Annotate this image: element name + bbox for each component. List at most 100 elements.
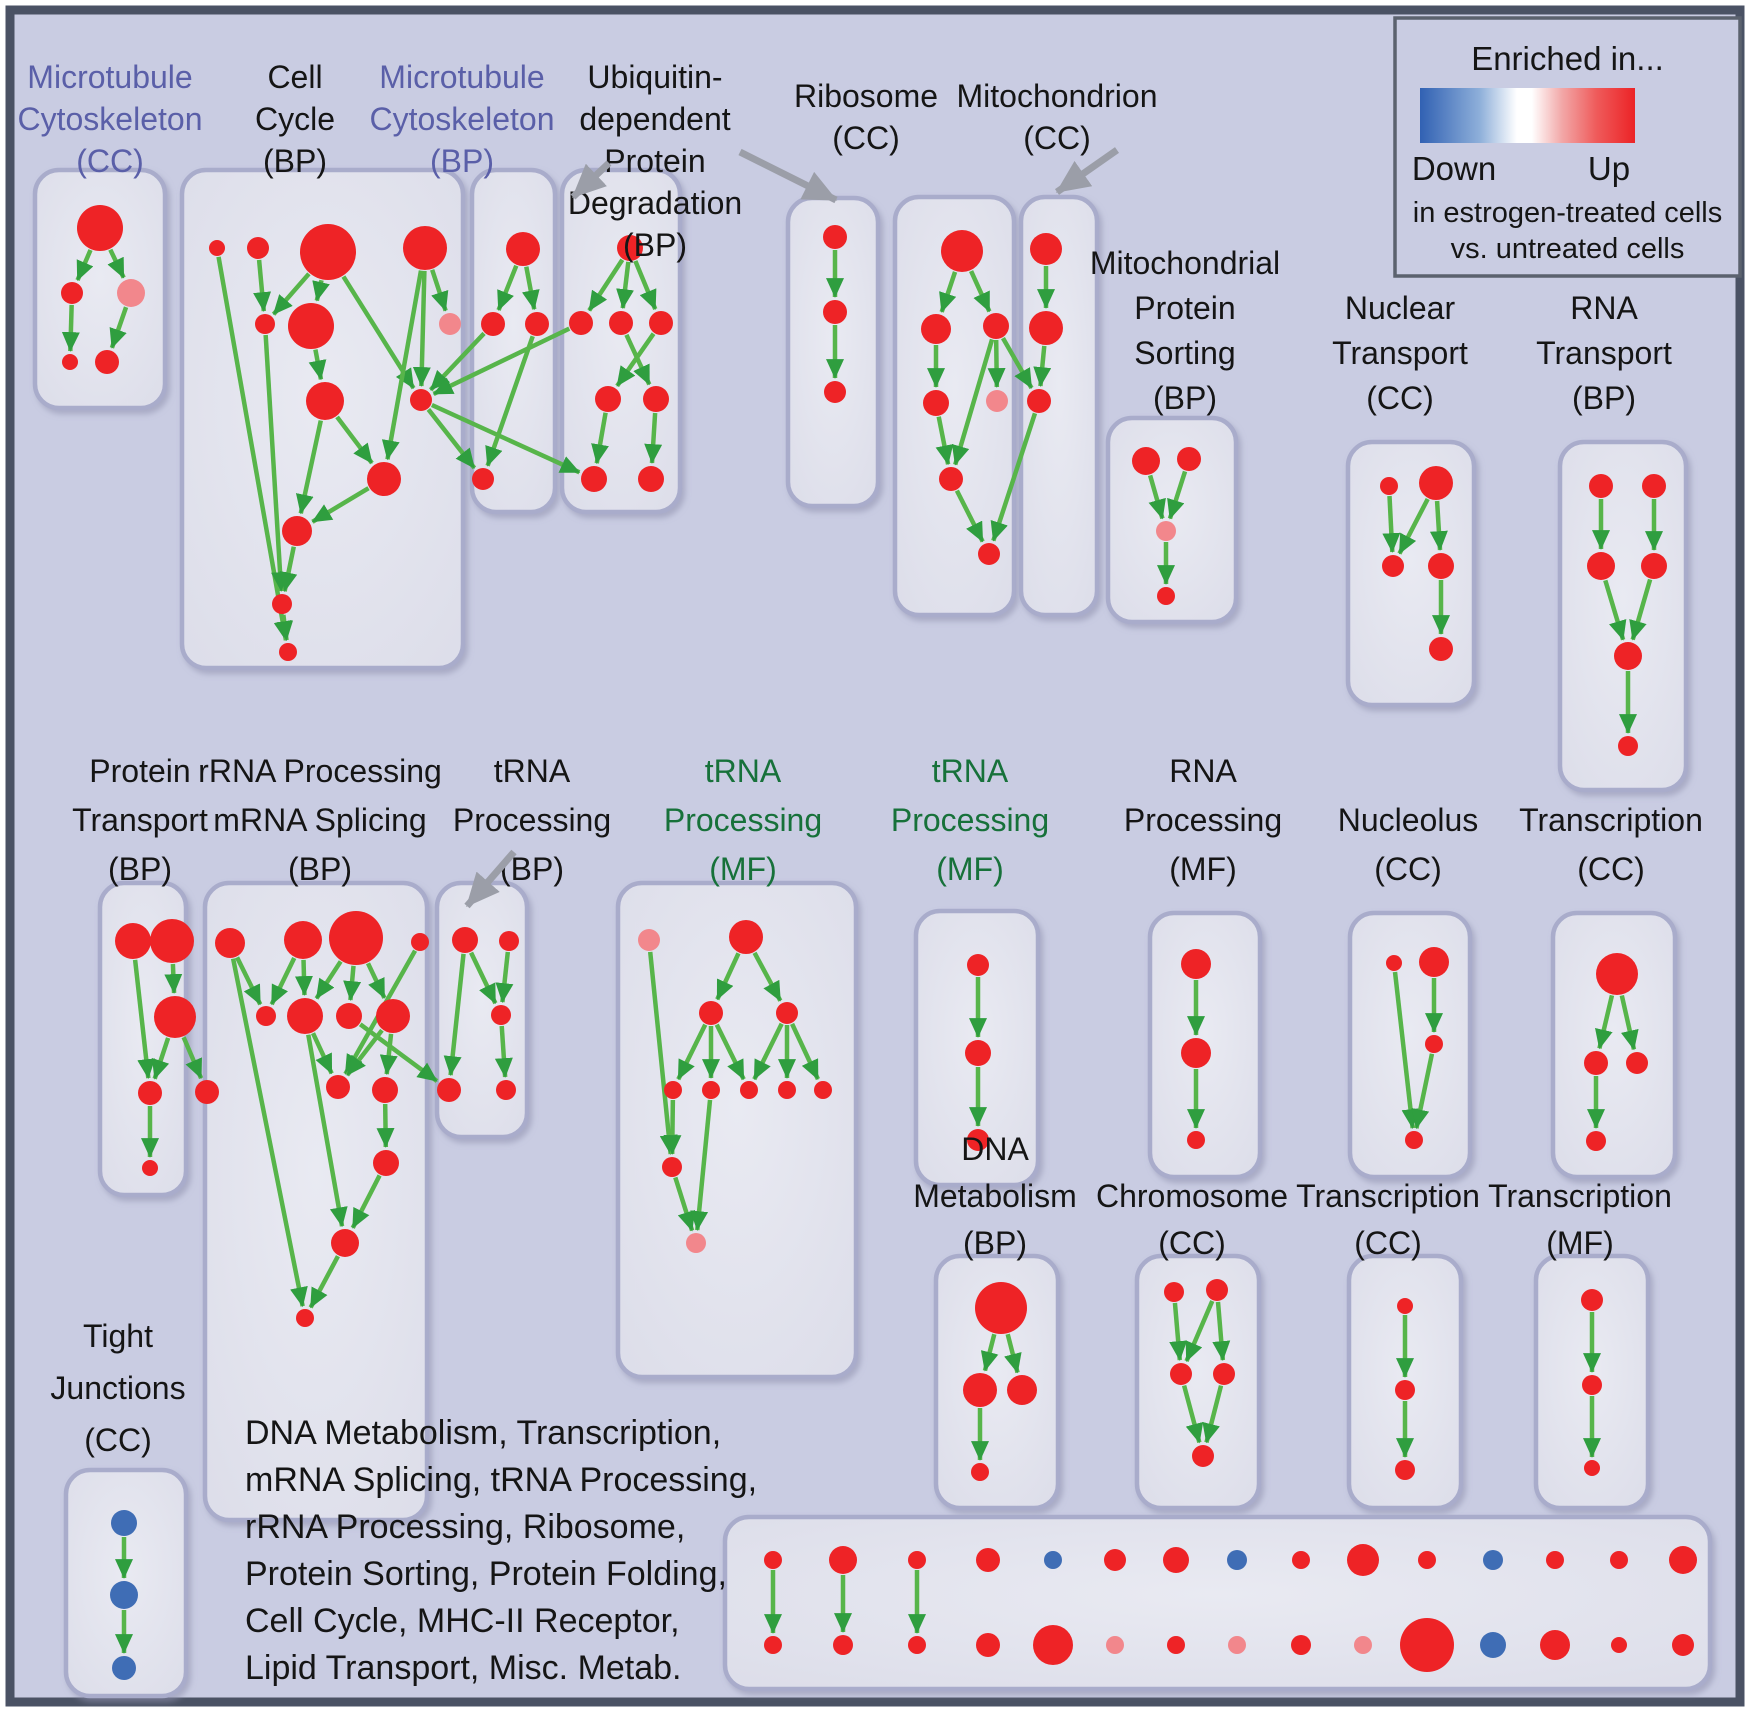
cluster-label-dna-metabolism-bp: DNA Metabolism (BP) <box>913 1131 1077 1261</box>
go-node-c3-red <box>525 312 549 336</box>
go-node-k2-red <box>150 919 194 963</box>
gray-pointer-arrow-1 <box>570 160 612 200</box>
go-node-v3-red <box>1584 1460 1600 1476</box>
go-node-t5-red <box>1192 1445 1214 1467</box>
edge-f1-f3 <box>969 270 992 313</box>
cluster-box-ubiquitin-1 <box>559 167 683 515</box>
edge-f6-f7 <box>954 489 985 543</box>
go-node-xt15-red <box>1669 1546 1697 1574</box>
go-node-m2-red <box>499 931 519 951</box>
go-node-i3-red <box>1382 555 1404 577</box>
edge-t3-t5 <box>1181 1385 1204 1444</box>
legend-title: Enriched in... <box>1471 40 1664 77</box>
edge-t4-t5 <box>1202 1385 1224 1444</box>
edge-q3-q4 <box>1411 1053 1435 1130</box>
go-node-b7-pink <box>439 313 461 335</box>
go-node-k5-red <box>142 1160 158 1176</box>
edge-m1-m4 <box>443 953 466 1076</box>
go-node-l9-red <box>326 1075 350 1099</box>
go-node-f4-red <box>923 390 949 416</box>
go-node-j2-red <box>1642 474 1666 498</box>
edge-t2-t4 <box>1212 1301 1231 1361</box>
go-node-v2-red <box>1582 1375 1602 1395</box>
cluster-label-trna-processing-mf-1: tRNA Processing (MF) <box>664 753 822 887</box>
cluster-label-transcription-cc-bottom: Transcription (CC) <box>1296 1178 1480 1261</box>
go-node-n3-red <box>699 1001 723 1025</box>
edge-b4-b7 <box>430 269 449 312</box>
edge-b8-b10 <box>335 415 374 465</box>
go-node-f3-red <box>983 313 1009 339</box>
go-node-d7-red <box>581 466 607 492</box>
go-node-n1-pink <box>638 929 660 951</box>
go-node-xt3-red <box>908 1551 926 1569</box>
go-node-xb15-red <box>1672 1634 1694 1656</box>
go-node-xb9-red <box>1291 1635 1311 1655</box>
go-term-nodes <box>61 205 1697 1680</box>
cluster-box-trna-mf-big <box>615 880 859 1380</box>
go-node-n8-red <box>778 1081 796 1099</box>
edge-j4-j5 <box>1629 578 1653 641</box>
legend-caption-line1: in estrogen-treated cells <box>1413 197 1723 229</box>
go-node-j4-red <box>1641 553 1667 579</box>
edge-g2-g3 <box>1033 345 1052 387</box>
go-node-r4-red <box>1586 1131 1606 1151</box>
go-node-xt12-blue <box>1483 1550 1503 1570</box>
cluster-label-tight-junctions-cc: Tight Junctions (CC) <box>50 1318 185 1458</box>
go-node-i4-red <box>1428 553 1454 579</box>
cluster-box-mixed-bottom <box>722 1514 1713 1692</box>
legend-down-label: Down <box>1412 150 1496 187</box>
edge-b12-b13 <box>275 614 294 641</box>
go-node-p1-red <box>1181 949 1211 979</box>
gray-pointer-arrow-3 <box>1054 147 1120 195</box>
go-node-n9-red <box>814 1081 832 1099</box>
go-node-f5-pink <box>986 390 1008 412</box>
edge-b3-b6 <box>312 279 330 302</box>
go-node-xt7-red <box>1163 1547 1189 1573</box>
go-node-n7-red <box>740 1081 758 1099</box>
edge-n6-n11 <box>690 1099 713 1231</box>
go-node-q4-red <box>1405 1131 1423 1149</box>
go-node-c4-red <box>472 468 494 490</box>
go-node-xb4-red <box>976 1633 1000 1657</box>
go-node-xb3-red <box>908 1636 926 1654</box>
footnote-text-block: DNA Metabolism, Transcription, mRNA Splic… <box>245 1414 757 1687</box>
go-node-f1-red <box>941 230 983 272</box>
edge-l2-l6 <box>294 959 313 996</box>
edge-a2-a4 <box>61 304 80 352</box>
edge-n2-n4 <box>752 951 783 1002</box>
go-node-l2-red <box>284 921 322 959</box>
cluster-label-mitochondrion-cc: Mitochondrion (CC) <box>957 78 1158 156</box>
network-edges <box>61 248 1663 1654</box>
go-node-b8-red <box>306 382 344 420</box>
edge-n4-n7 <box>752 1022 784 1081</box>
edge-f1-f2 <box>939 271 958 313</box>
legend-box <box>1393 16 1742 278</box>
cluster-label-nucleolus-cc: Nucleolus (CC) <box>1338 802 1479 887</box>
go-node-c1-red <box>506 232 540 266</box>
cluster-label-transcription-mf: Transcription (MF) <box>1488 1178 1672 1261</box>
go-node-l1-red <box>215 928 245 958</box>
edge-d5-d7 <box>591 412 609 465</box>
edge-l8-l10 <box>379 1033 398 1075</box>
edge-d1-d3 <box>616 261 634 310</box>
edge-f4-f6 <box>935 416 954 466</box>
legend-up-label: Up <box>1588 150 1630 187</box>
edge-a1-a3 <box>107 248 126 279</box>
edge-k2-k3 <box>164 963 183 994</box>
edge-b9-d7 <box>430 402 581 475</box>
go-node-h4-red <box>1157 587 1175 605</box>
edge-i1-i3 <box>1382 495 1401 553</box>
go-node-xb6-pink <box>1106 1636 1124 1654</box>
go-node-s4-red <box>971 1463 989 1481</box>
go-node-l0-red <box>195 1080 219 1104</box>
go-node-xt1-red <box>764 1551 782 1569</box>
go-node-k3-red <box>154 996 196 1038</box>
go-node-m5-red <box>496 1080 516 1100</box>
go-node-n10-red <box>662 1157 682 1177</box>
edge-h1-h3 <box>1147 474 1166 520</box>
go-node-t4-red <box>1213 1363 1235 1385</box>
cluster-box-chromosome <box>1134 1253 1262 1511</box>
cluster-label-ribosome-cc: Ribosome (CC) <box>794 78 938 156</box>
go-node-l11-red <box>373 1150 399 1176</box>
